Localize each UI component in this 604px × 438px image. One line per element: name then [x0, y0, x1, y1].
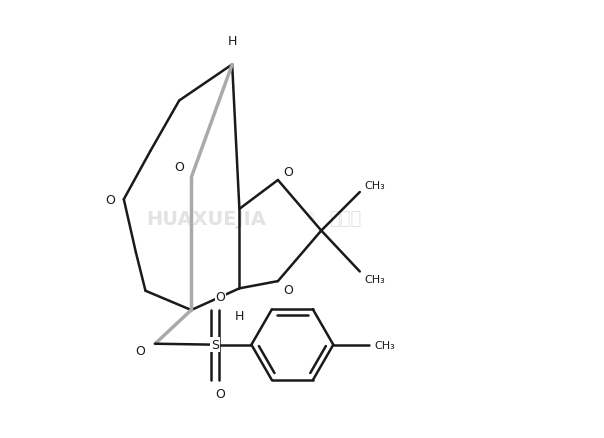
- Text: CH₃: CH₃: [365, 180, 385, 191]
- Text: O: O: [215, 290, 225, 303]
- Text: O: O: [174, 161, 184, 173]
- Text: O: O: [284, 284, 294, 297]
- Text: ®: ®: [306, 212, 315, 222]
- Text: O: O: [136, 345, 146, 357]
- Text: O: O: [215, 387, 225, 400]
- Text: 化学加: 化学加: [329, 210, 361, 228]
- Text: O: O: [105, 193, 115, 206]
- Text: H: H: [228, 35, 237, 48]
- Text: S: S: [211, 339, 219, 351]
- Text: H: H: [235, 310, 244, 322]
- Text: CH₃: CH₃: [365, 274, 385, 284]
- Text: HUAXUEJIA: HUAXUEJIA: [147, 209, 266, 229]
- Text: CH₃: CH₃: [374, 340, 395, 350]
- Text: O: O: [284, 166, 294, 178]
